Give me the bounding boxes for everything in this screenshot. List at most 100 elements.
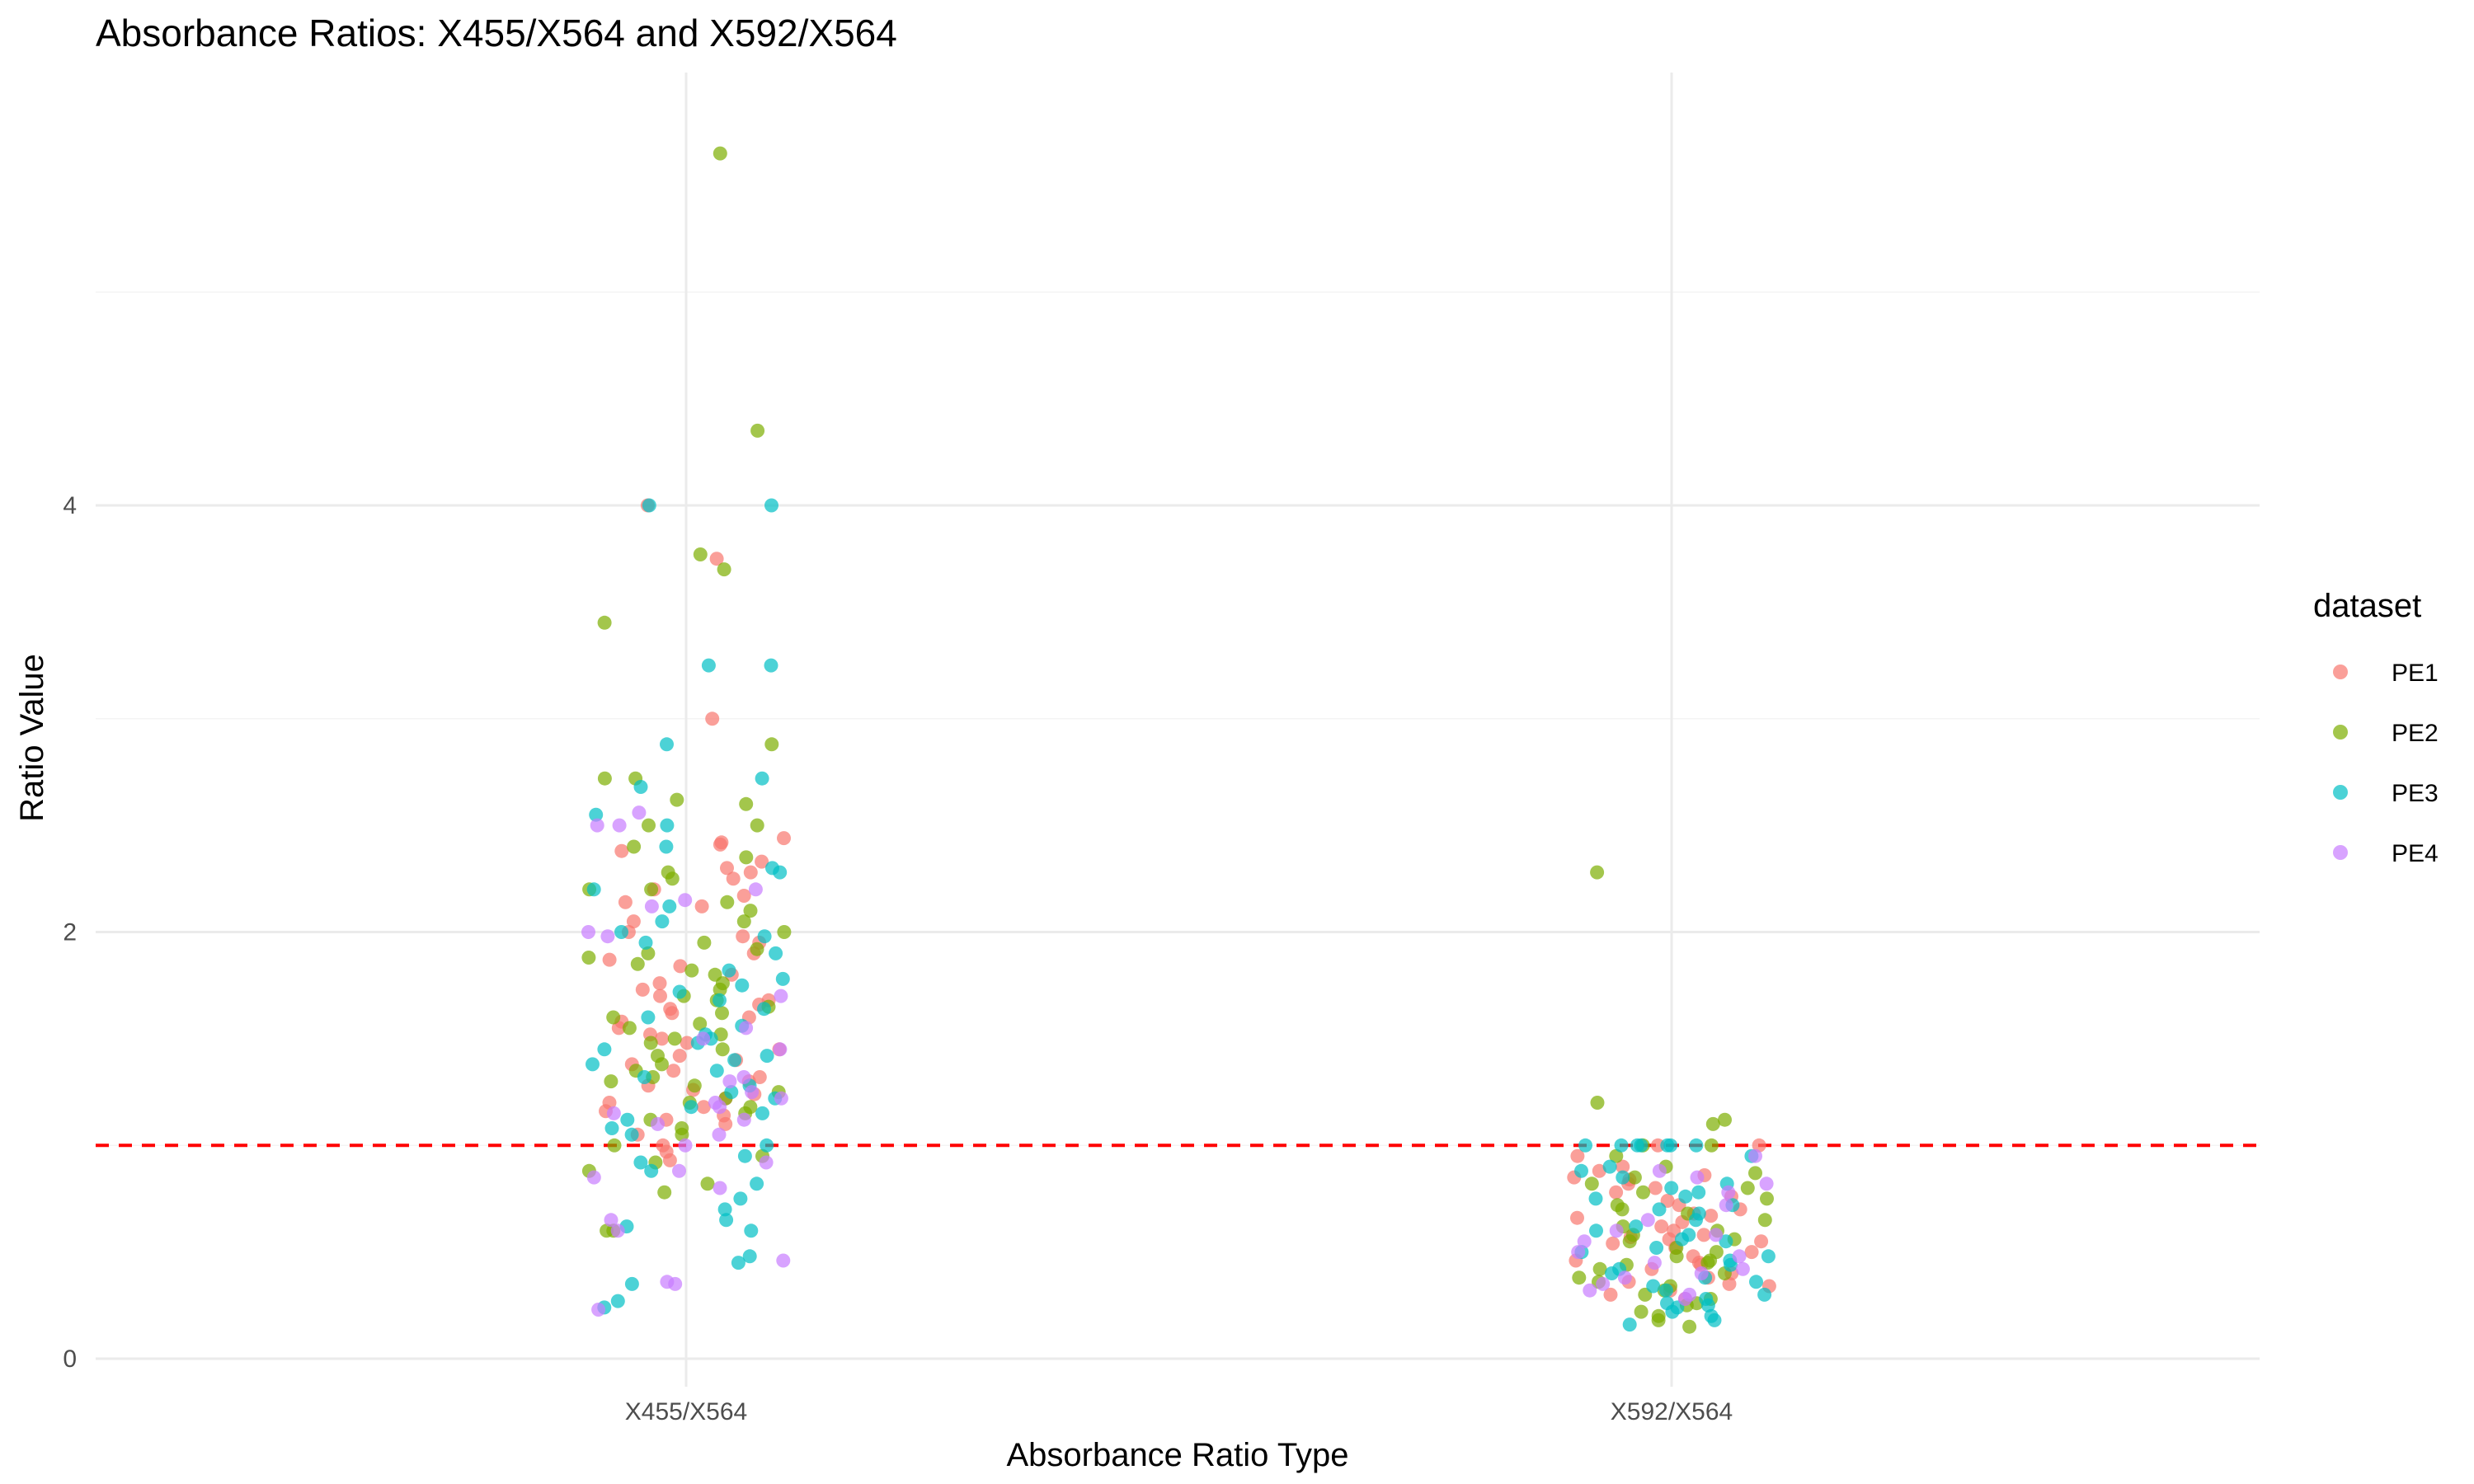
data-point-pe1 (713, 837, 727, 852)
data-point-pe3 (764, 498, 778, 513)
data-point-pe1 (611, 1021, 626, 1036)
data-point-pe4 (581, 925, 595, 939)
data-point-pe3 (1649, 1241, 1664, 1255)
data-point-pe2 (1704, 1138, 1719, 1153)
data-point-pe2 (684, 963, 699, 978)
data-point-pe3 (1589, 1223, 1603, 1238)
data-point-pe4 (632, 805, 647, 820)
data-point-pe4 (1732, 1249, 1747, 1264)
data-point-pe3 (760, 1138, 774, 1153)
data-point-pe3 (727, 1053, 742, 1068)
data-point-pe3 (633, 780, 648, 794)
data-point-pe1 (736, 929, 750, 944)
data-point-pe3 (672, 984, 687, 999)
data-point-pe1 (1606, 1236, 1620, 1251)
data-point-pe3 (709, 1064, 724, 1078)
data-point-pe3 (633, 1155, 648, 1170)
data-point-pe3 (624, 1276, 639, 1291)
x-axis-title: Absorbance Ratio Type (1006, 1437, 1348, 1473)
data-point-pe4 (1577, 1234, 1592, 1249)
data-point-pe3 (701, 658, 716, 673)
data-point-pe2 (665, 871, 680, 886)
data-point-pe4 (739, 1021, 754, 1036)
data-point-pe2 (1669, 1249, 1684, 1264)
y-axis-title: Ratio Value (14, 654, 50, 822)
data-point-pe2 (581, 951, 596, 965)
legend-key-pe2 (2333, 725, 2348, 740)
data-point-pe1 (1696, 1228, 1711, 1242)
data-point-pe4 (1735, 1261, 1750, 1276)
data-point-pe3 (655, 914, 670, 929)
data-point-pe4 (696, 1031, 711, 1046)
data-point-pe3 (775, 971, 790, 986)
legend-key-pe1 (2333, 665, 2348, 679)
data-point-pe3 (642, 498, 656, 513)
data-point-pe3 (660, 737, 674, 752)
data-point-pe1 (680, 1036, 694, 1050)
data-point-pe2 (1651, 1313, 1666, 1327)
data-point-pe2 (1584, 1176, 1599, 1191)
y-tick-label: 4 (63, 492, 77, 519)
data-point-pe2 (1740, 1181, 1755, 1195)
data-point-pe2 (670, 792, 684, 807)
data-point-pe4 (600, 929, 615, 944)
data-point-pe4 (1719, 1198, 1733, 1213)
data-point-pe2 (693, 547, 708, 561)
data-point-pe2 (641, 946, 656, 960)
data-point-pe2 (743, 904, 758, 918)
data-point-pe2 (1590, 865, 1605, 880)
data-point-pe3 (1719, 1234, 1733, 1249)
data-point-pe2 (1627, 1170, 1642, 1185)
data-point-pe2 (644, 882, 659, 897)
data-point-pe1 (1744, 1245, 1759, 1260)
data-point-pe1 (752, 1070, 767, 1084)
data-point-pe3 (733, 1191, 748, 1206)
data-point-pe2 (1615, 1202, 1630, 1217)
data-point-pe4 (1652, 1163, 1667, 1178)
data-point-pe4 (774, 989, 788, 1003)
data-point-pe4 (748, 882, 763, 897)
data-point-pe3 (1689, 1213, 1703, 1228)
data-point-pe4 (736, 1112, 751, 1127)
x-tick-label: X455/X564 (625, 1398, 747, 1425)
data-point-pe3 (1707, 1313, 1722, 1327)
data-point-pe3 (1665, 1304, 1680, 1319)
data-point-pe3 (610, 1294, 625, 1308)
data-point-pe4 (644, 899, 659, 913)
data-point-pe4 (722, 1074, 737, 1089)
data-point-pe1 (618, 895, 633, 909)
data-point-pe3 (1689, 1138, 1704, 1153)
data-point-pe3 (1622, 1317, 1637, 1332)
data-point-pe2 (777, 925, 792, 939)
data-point-pe3 (760, 1049, 774, 1064)
data-point-pe4 (759, 1155, 774, 1170)
data-point-pe3 (1630, 1138, 1644, 1153)
data-point-pe2 (643, 1036, 658, 1050)
data-point-pe2 (655, 1057, 669, 1072)
data-points (581, 146, 1776, 1334)
data-point-pe3 (731, 1256, 745, 1270)
data-point-pe1 (1722, 1276, 1737, 1291)
data-point-pe1 (1648, 1181, 1663, 1195)
data-point-pe4 (712, 1127, 727, 1142)
data-point-pe3 (1700, 1298, 1715, 1313)
legend-label-pe4: PE4 (2392, 840, 2439, 867)
data-point-pe3 (660, 818, 675, 833)
data-point-pe4 (672, 1163, 686, 1178)
data-point-pe2 (657, 1185, 672, 1200)
data-point-pe2 (604, 1074, 618, 1089)
data-point-pe2 (1634, 1304, 1649, 1319)
data-point-pe1 (652, 976, 667, 991)
data-point-pe2 (606, 1010, 621, 1025)
data-point-pe4 (776, 1253, 791, 1268)
data-point-pe3 (662, 899, 677, 913)
data-point-pe4 (668, 1276, 683, 1291)
data-point-pe4 (1721, 1185, 1736, 1200)
data-point-pe1 (743, 865, 758, 880)
chart-title: Absorbance Ratios: X455/X564 and X592/X5… (96, 12, 897, 54)
data-point-pe2 (739, 850, 754, 865)
data-point-pe3 (620, 1112, 635, 1127)
data-point-pe3 (1614, 1138, 1629, 1153)
legend-key-pe4 (2333, 845, 2348, 860)
data-point-pe1 (614, 843, 629, 858)
